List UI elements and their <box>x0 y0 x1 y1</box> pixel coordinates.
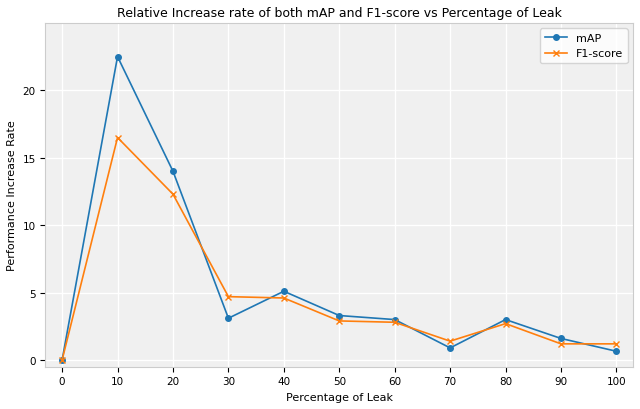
F1-score <box>557 342 565 346</box>
mAP <box>169 169 177 174</box>
mAP <box>58 358 66 363</box>
F1-score <box>280 296 287 301</box>
F1-score <box>114 136 122 141</box>
Line: F1-score: F1-score <box>59 135 620 364</box>
mAP <box>114 55 122 60</box>
Y-axis label: Performance Increase Rate: Performance Increase Rate <box>7 120 17 270</box>
F1-score <box>391 320 399 325</box>
F1-score <box>58 358 66 363</box>
Legend: mAP, F1-score: mAP, F1-score <box>540 29 627 64</box>
Title: Relative Increase rate of both mAP and F1-score vs Percentage of Leak: Relative Increase rate of both mAP and F… <box>117 7 562 20</box>
Line: mAP: mAP <box>60 55 620 363</box>
mAP <box>612 349 620 354</box>
mAP <box>280 289 287 294</box>
mAP <box>502 317 509 322</box>
X-axis label: Percentage of Leak: Percentage of Leak <box>286 392 393 402</box>
F1-score <box>502 321 509 326</box>
F1-score <box>612 342 620 346</box>
F1-score <box>446 339 454 344</box>
mAP <box>557 336 565 341</box>
mAP <box>225 316 232 321</box>
mAP <box>391 317 399 322</box>
F1-score <box>225 294 232 299</box>
F1-score <box>335 319 343 324</box>
mAP <box>335 313 343 318</box>
F1-score <box>169 192 177 197</box>
mAP <box>446 346 454 351</box>
